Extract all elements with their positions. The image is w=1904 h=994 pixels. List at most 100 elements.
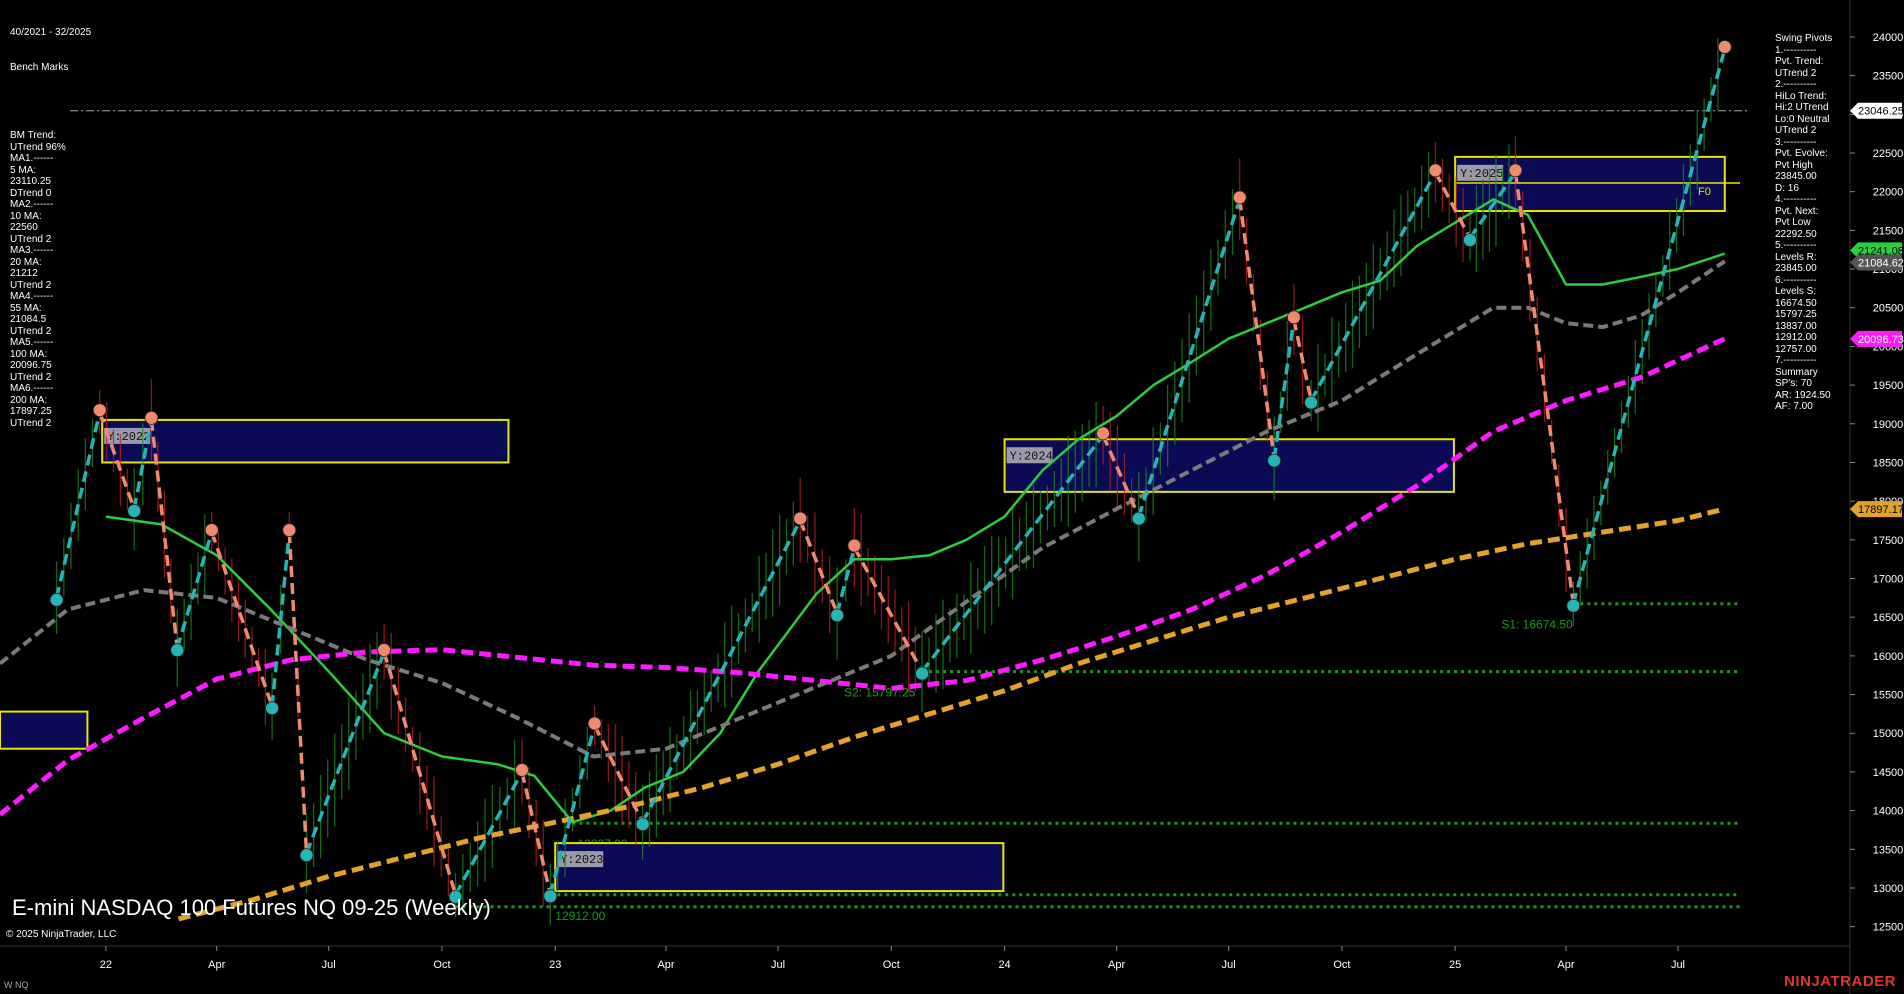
price-label: 21084.62 <box>1850 254 1904 271</box>
swing-high-marker <box>1232 190 1247 205</box>
year-box-label-bg <box>557 851 604 868</box>
swing-low-marker <box>127 503 142 518</box>
y-tick-label: 19000 <box>1873 419 1904 431</box>
swing-high-marker <box>144 411 159 425</box>
year-box-label-bg <box>1457 164 1504 181</box>
year-box-label-bg <box>104 427 151 444</box>
swing-high-marker <box>1508 163 1523 178</box>
y-tick-label: 15000 <box>1873 728 1904 740</box>
pivot-info-line: SP's: 70 <box>1775 378 1812 389</box>
y-tick-label: 23500 <box>1873 71 1904 83</box>
swing-pivot-segment <box>1237 199 1276 459</box>
swing-pivot-segment <box>304 651 386 854</box>
swing-pivot-segment <box>270 531 292 707</box>
y-tick-label: 18500 <box>1873 457 1904 469</box>
y-tick-label: 21500 <box>1873 225 1904 237</box>
price-label-bg <box>1850 102 1902 119</box>
benchmark-line: MA1.------ <box>10 153 54 164</box>
swing-pivot-segment <box>520 771 553 895</box>
pivot-info-line: 12757.00 <box>1775 343 1817 355</box>
pivot-info-line: 6.---------- <box>1775 274 1817 286</box>
brand-logo: NINJATRADER <box>1784 973 1896 990</box>
price-label-bg <box>1850 242 1902 259</box>
swing-low-marker <box>170 643 185 658</box>
x-tick-label: Jul <box>1222 959 1236 971</box>
swing-pivots-panel: Swing Pivots 1.---------- Pvt. Trend: UTren… <box>1775 10 1832 424</box>
pivot-info-line: Hi:2 UTrend <box>1775 102 1829 113</box>
pivot-info-line: D: 16 <box>1775 182 1799 194</box>
x-tick-label: Jul <box>771 959 785 971</box>
pivot-info-line: 23845.00 <box>1775 263 1817 274</box>
swing-high-marker <box>587 716 602 731</box>
price-label: 17897.17 <box>1850 501 1904 518</box>
swing-low-marker <box>635 817 650 832</box>
x-tick-label: Oct <box>1333 959 1350 971</box>
swing-low-marker <box>49 592 64 607</box>
y-tick-label: 19500 <box>1873 380 1904 392</box>
swing-pivot-segment <box>1101 434 1141 518</box>
benchmark-line: UTrend 2 <box>10 279 52 291</box>
year-box <box>554 842 1005 893</box>
y-tick-label: 14500 <box>1873 767 1904 779</box>
pivot-info-line: 2.---------- <box>1775 79 1817 90</box>
x-tick-label: Jul <box>1671 959 1685 971</box>
x-tick-label: Apr <box>208 959 225 971</box>
pivot-info-line: Pvt. Trend: <box>1775 56 1824 67</box>
x-tick-label: Apr <box>1557 959 1574 971</box>
benchmark-line: BM Trend: <box>10 130 57 141</box>
moving-average-ma20 <box>105 198 1726 824</box>
price-label-text: 21241.08 <box>1858 245 1904 257</box>
swing-pivot-segment <box>98 411 136 510</box>
swing-pivot-segment <box>1309 171 1437 402</box>
swing-low-marker <box>448 889 463 904</box>
swing-pivot-segment <box>210 531 274 707</box>
moving-average-ma200 <box>177 506 1726 922</box>
swing-pivot-segment <box>149 419 180 649</box>
x-tick-label: Apr <box>657 959 674 971</box>
swing-low-marker <box>1566 598 1581 613</box>
benchmark-line: MA5.------ <box>10 337 54 348</box>
year-box-label: Y:2022 <box>107 430 150 444</box>
benchmark-line: UTrend 2 <box>10 371 52 383</box>
y-tick-label: 13500 <box>1873 844 1904 856</box>
pivot-info-line: 3.---------- <box>1775 136 1817 148</box>
price-label-text: 17897.17 <box>1858 504 1904 516</box>
support-level-label: 12912.00 <box>555 909 605 923</box>
pivot-info-line: Pvt. Evolve: <box>1775 148 1828 159</box>
benchmark-line: UTrend 2 <box>10 233 52 245</box>
swing-low-marker <box>1267 453 1282 468</box>
pivot-info-line: Pvt Low <box>1775 217 1811 228</box>
y-tick-label: 20500 <box>1873 303 1904 315</box>
pivot-info-line: Lo:0 Neutral <box>1775 113 1830 125</box>
year-box-label: Y:2025 <box>1460 167 1503 181</box>
swing-high-marker <box>847 538 862 553</box>
pivot-info-line: 4.---------- <box>1775 194 1817 205</box>
swing-pivot-segment <box>1292 318 1313 401</box>
swing-pivot-segment <box>382 651 458 896</box>
year-box-label: Y:2023 <box>560 853 603 867</box>
swing-pivot-segment <box>548 725 597 895</box>
benchmark-line: 22560 <box>10 222 38 233</box>
moving-average-ma55 <box>0 259 1726 759</box>
swing-low-marker <box>265 701 279 716</box>
pivot-info-line: Summary <box>1775 366 1818 378</box>
price-label-bg <box>1850 501 1902 518</box>
y-tick-label: 14000 <box>1873 806 1904 818</box>
benchmark-line: UTrend 2 <box>10 325 52 337</box>
x-tick-label: Apr <box>1108 959 1125 971</box>
price-label-text: 23046.25 <box>1858 106 1904 118</box>
benchmark-line: 21212 <box>10 268 38 279</box>
benchmark-line: 55 MA: <box>10 302 42 314</box>
resistance-level-label: F0 <box>1698 186 1711 198</box>
swing-pivot-segment <box>852 546 924 673</box>
price-label: 21241.08 <box>1850 242 1904 259</box>
date-range: 40/2021 - 32/2025 <box>10 27 92 38</box>
benchmark-line: 21084.5 <box>10 314 47 325</box>
moving-average-ma100 <box>0 336 1726 817</box>
pivot-info-line: Swing Pivots <box>1775 33 1833 44</box>
y-tick-label: 22000 <box>1873 187 1904 199</box>
swing-pivot-segment <box>1468 171 1517 240</box>
copyright: © 2025 NinjaTrader, LLC <box>6 929 117 940</box>
chart-title: E-mini NASDAQ 100 Futures NQ 09-25 (Week… <box>12 895 491 920</box>
